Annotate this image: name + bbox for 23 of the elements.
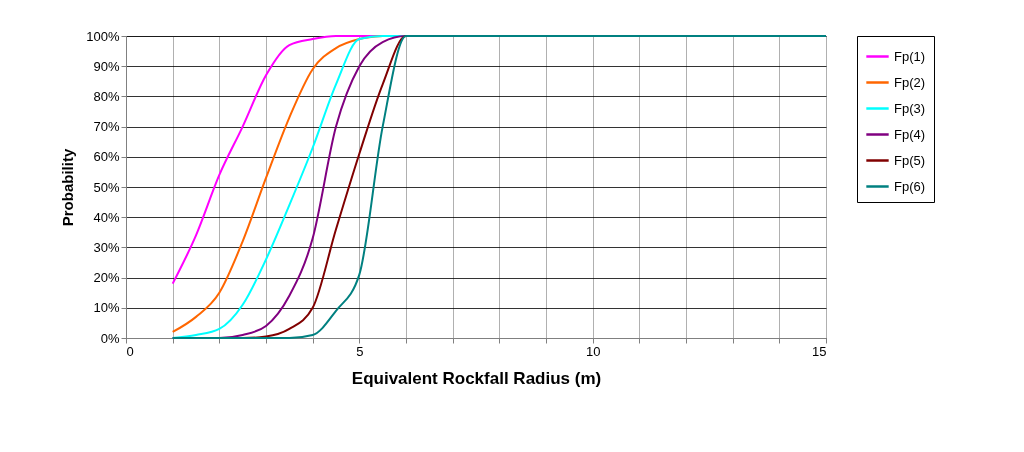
y-tick-label: 50% (93, 179, 120, 195)
legend-label: Fp(4) (894, 126, 926, 142)
y-tick-label: 70% (93, 119, 120, 135)
y-tick-label: 100% (86, 28, 120, 44)
x-axis-title: Equivalent Rockfall Radius (m) (351, 368, 602, 388)
y-tick-label: 60% (93, 149, 120, 165)
x-tick-label: 5 (356, 343, 364, 359)
y-tick-label: 30% (93, 239, 120, 255)
x-tick-label: 15 (812, 343, 827, 359)
y-tick-label: 20% (93, 270, 120, 286)
x-tick-label: 10 (585, 343, 601, 359)
y-tick-label: 10% (93, 300, 120, 316)
y-tick-label: 80% (93, 88, 120, 104)
legend-label: Fp(2) (894, 74, 926, 90)
legend-label: Fp(1) (894, 48, 926, 64)
legend-label: Fp(5) (894, 152, 926, 168)
y-tick-label: 90% (93, 58, 120, 74)
y-tick-label: 0% (100, 330, 120, 346)
legend-label: Fp(6) (894, 178, 926, 194)
y-tick-label: 40% (93, 209, 120, 225)
x-tick-label: 0 (126, 343, 134, 359)
y-axis-title: Probability (59, 148, 77, 227)
legend-label: Fp(3) (894, 100, 926, 116)
